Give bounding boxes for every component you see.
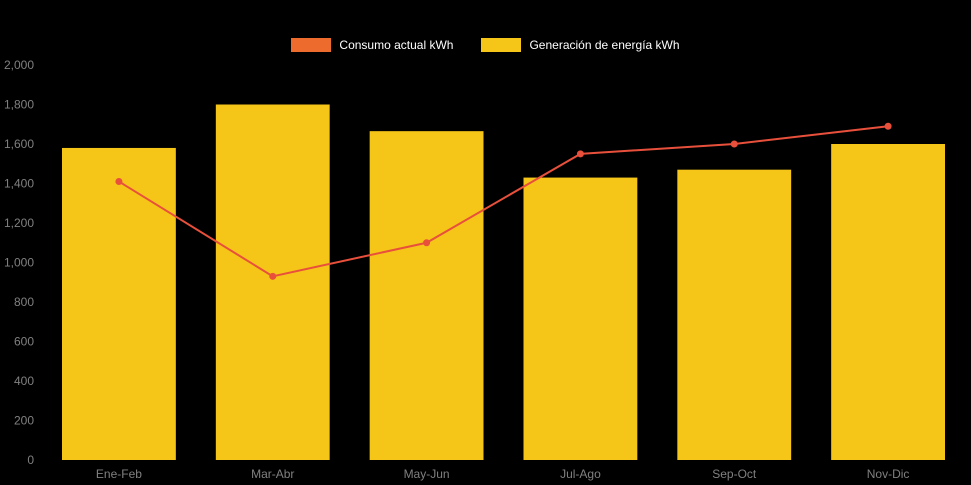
y-axis-tick-label: 200 [14, 414, 34, 428]
line-marker [576, 150, 584, 158]
legend-item-consumo[interactable]: Consumo actual kWh [291, 38, 453, 52]
x-axis-tick-label: Nov-Dic [867, 467, 910, 481]
x-axis-tick-label: Sep-Oct [712, 467, 757, 481]
bar-generacion [215, 104, 330, 460]
line-marker [730, 140, 738, 148]
y-axis-tick-label: 0 [27, 453, 34, 467]
y-axis-tick-label: 2,000 [4, 58, 34, 72]
y-axis-tick-label: 800 [14, 295, 34, 309]
x-axis-tick-label: Mar-Abr [251, 467, 294, 481]
y-axis-tick-label: 1,200 [4, 216, 34, 230]
y-axis-tick-label: 600 [14, 335, 34, 349]
chart-legend: Consumo actual kWh Generación de energía… [0, 38, 971, 52]
legend-swatch-generacion-icon [481, 38, 522, 52]
legend-swatch-consumo-icon [291, 38, 332, 52]
y-axis-tick-label: 1,600 [4, 137, 34, 151]
x-axis-tick-label: May-Jun [404, 467, 450, 481]
legend-label-consumo: Consumo actual kWh [339, 38, 454, 52]
bar-generacion [61, 147, 176, 460]
bar-generacion [369, 131, 484, 460]
line-consumo [118, 125, 889, 278]
line-marker [115, 178, 123, 186]
legend-item-generacion[interactable]: Generación de energía kWh [481, 38, 680, 52]
y-axis-tick-label: 1,400 [4, 177, 34, 191]
bar-generacion [523, 177, 638, 460]
legend-label-generacion: Generación de energía kWh [529, 38, 680, 52]
line-marker [269, 272, 277, 280]
x-axis-tick-label: Jul-Ago [560, 467, 601, 481]
line-marker [423, 239, 431, 247]
y-axis-tick-label: 400 [14, 374, 34, 388]
line-marker [884, 122, 892, 130]
y-axis-tick-label: 1,800 [4, 98, 34, 112]
bar-generacion [677, 169, 792, 461]
x-axis-tick-label: Ene-Feb [96, 467, 142, 481]
y-axis-tick-label: 1,000 [4, 256, 34, 270]
bar-generacion [831, 144, 946, 460]
